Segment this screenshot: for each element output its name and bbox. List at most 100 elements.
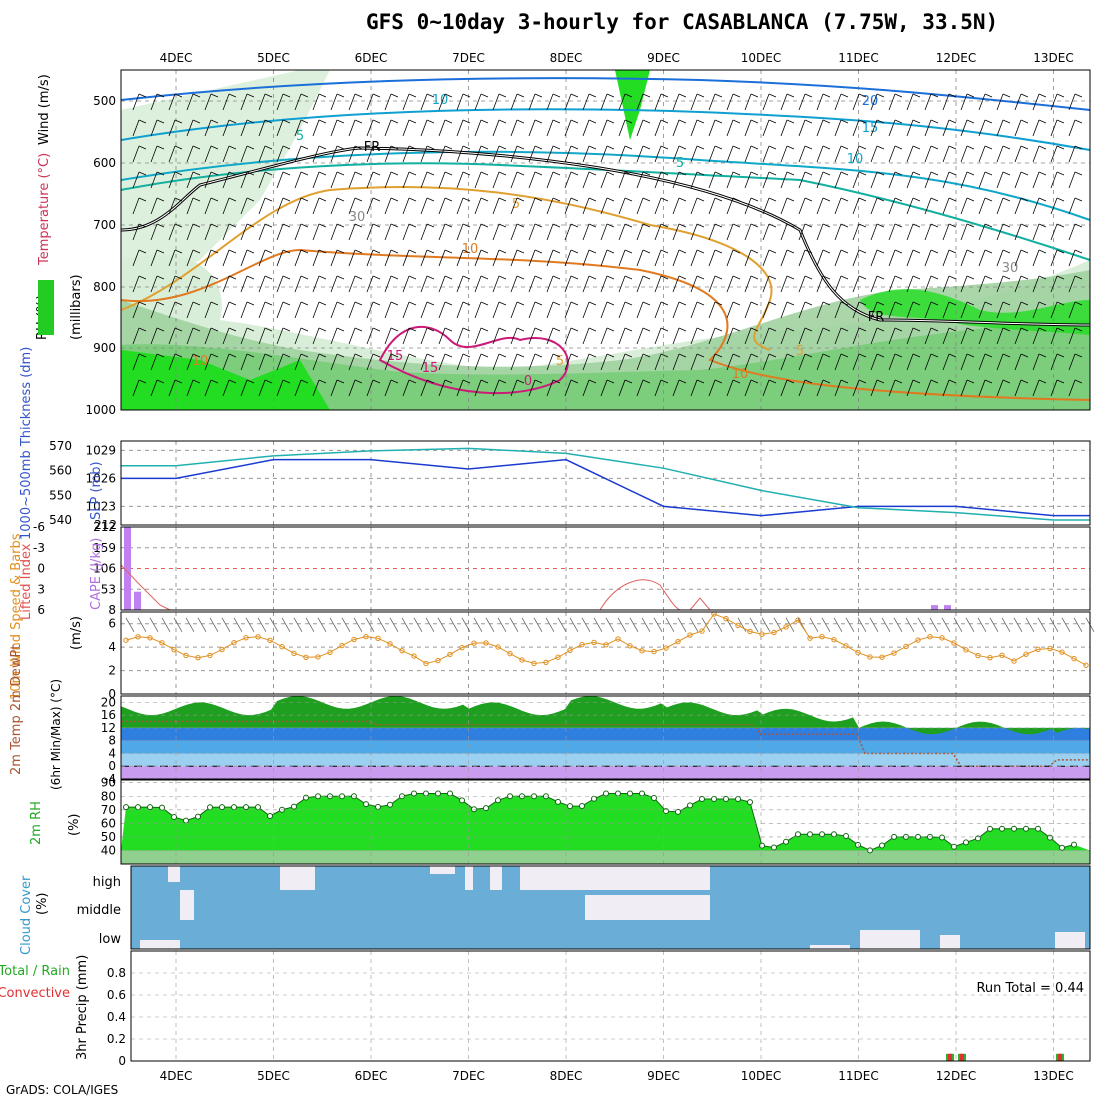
thickness-tick-label: 540 — [49, 513, 72, 527]
wind-barb-flag — [372, 275, 381, 280]
wind-barb-flag — [912, 119, 921, 124]
wind-barb-shaft — [366, 379, 374, 397]
wind-barb-flag — [246, 171, 255, 176]
wind-barb-shaft — [690, 223, 698, 241]
wind-barb-flag — [408, 327, 417, 332]
wind-barb-flag — [552, 379, 561, 384]
wind-barb-flag — [660, 119, 669, 124]
cloud-level-label: high — [93, 875, 121, 890]
wind-barb — [833, 617, 843, 633]
cape-tick-label: 159 — [93, 541, 116, 555]
wind-barb-shaft — [816, 275, 824, 293]
cloud-high-patch — [168, 866, 180, 882]
wind-barb-shaft — [924, 327, 932, 345]
wind-barb-shaft — [366, 171, 374, 189]
wind-barb-flag — [876, 249, 885, 254]
wind-barb — [857, 617, 867, 633]
wind-barb-flag — [372, 197, 381, 202]
wind-barb-shaft — [150, 93, 158, 111]
wind-barb-shaft — [996, 93, 1004, 111]
wind-barb — [737, 617, 747, 633]
wind-barb-shaft — [870, 301, 878, 319]
wind-barb-shaft — [672, 379, 680, 397]
wind-barb — [377, 617, 387, 633]
wind-barb-flag — [804, 145, 813, 150]
wind-barb-shaft — [294, 249, 302, 267]
wind-barb-flag — [696, 301, 705, 306]
wind-barb-flag — [642, 93, 651, 98]
cloud-low-patch — [1055, 932, 1085, 949]
wind-barb-flag — [282, 223, 291, 228]
wind-barb-flag — [930, 119, 939, 124]
wind-barb-flag — [498, 197, 507, 202]
wind-barb-shaft — [744, 119, 752, 137]
wind-barb — [317, 617, 327, 633]
wind-barb-flag — [786, 275, 795, 280]
wind-barb-flag — [966, 223, 975, 228]
wind-barb-flag — [696, 171, 705, 176]
wind-barb-shaft — [798, 379, 806, 397]
wind-barb — [173, 617, 183, 633]
cloud-level-label: middle — [77, 903, 121, 918]
wind-barb-flag — [228, 145, 237, 150]
wind-barb-shaft — [402, 327, 410, 345]
wind-barb-shaft — [618, 145, 626, 163]
wind-barb-shaft — [762, 171, 770, 189]
rh-point — [819, 831, 825, 838]
rh2m-axis-label: 2m RH — [29, 801, 44, 845]
wind-barb-shaft — [600, 275, 608, 293]
wind-barb-flag — [1002, 145, 1011, 150]
wind-barb-shaft — [636, 197, 644, 215]
wind-barb-shaft — [852, 379, 860, 397]
rh-point — [1011, 825, 1017, 832]
wind-barb-flag — [840, 353, 849, 358]
wind-barb-shaft — [726, 353, 734, 371]
wind-barb-flag — [300, 145, 309, 150]
wind-barb-flag — [696, 249, 705, 254]
wind-barb — [581, 617, 591, 633]
wind-barb-shaft — [384, 171, 392, 189]
wind-barb-flag — [948, 197, 957, 202]
wind-barb-flag — [588, 93, 597, 98]
wind-barb — [845, 617, 855, 633]
wind-barb-shaft — [276, 249, 284, 267]
wind-barb — [941, 617, 951, 633]
wind-barb-flag — [966, 327, 975, 332]
wind-barb-shaft — [510, 353, 518, 371]
wind-barb — [929, 617, 939, 633]
wind-barb-shaft — [384, 145, 392, 163]
wind-barb-flag — [1020, 119, 1029, 124]
wind-barb-flag — [822, 93, 831, 98]
wind-barb-shaft — [456, 327, 464, 345]
wind-barb-flag — [282, 197, 291, 202]
wind-barb-flag — [804, 171, 813, 176]
rh-point — [183, 817, 189, 824]
wind-barb-flag — [660, 327, 669, 332]
wind-barb-flag — [840, 119, 849, 124]
wind-barb-flag — [588, 171, 597, 176]
wind-barb-flag — [1074, 119, 1083, 124]
wind-barb-shaft — [708, 327, 716, 345]
wind-barb-flag — [570, 171, 579, 176]
wind-barb-shaft — [1050, 249, 1058, 267]
wind-barb-shaft — [186, 301, 194, 319]
wind-barb-shaft — [870, 93, 878, 111]
cape-bar — [931, 605, 938, 610]
wind-barb-shaft — [852, 197, 860, 215]
wind-barb-shaft — [978, 353, 986, 371]
wind-barb-flag — [372, 119, 381, 124]
wind-barb-shaft — [402, 249, 410, 267]
wind-barb-flag — [1056, 119, 1065, 124]
isotherm-line — [120, 150, 1091, 221]
wind-barb-shaft — [636, 145, 644, 163]
wind-barb-shaft — [312, 249, 320, 267]
wind-barb-shaft — [1050, 197, 1058, 215]
wind-barb-flag — [210, 249, 219, 254]
wind-barb-flag — [768, 93, 777, 98]
wind-barb-flag — [156, 145, 165, 150]
li-curve-3 — [689, 597, 711, 611]
wind-barb-shaft — [150, 119, 158, 137]
wind-barb-flag — [408, 301, 417, 306]
wind-barb-flag — [318, 353, 327, 358]
li-curve-1 — [120, 564, 171, 611]
